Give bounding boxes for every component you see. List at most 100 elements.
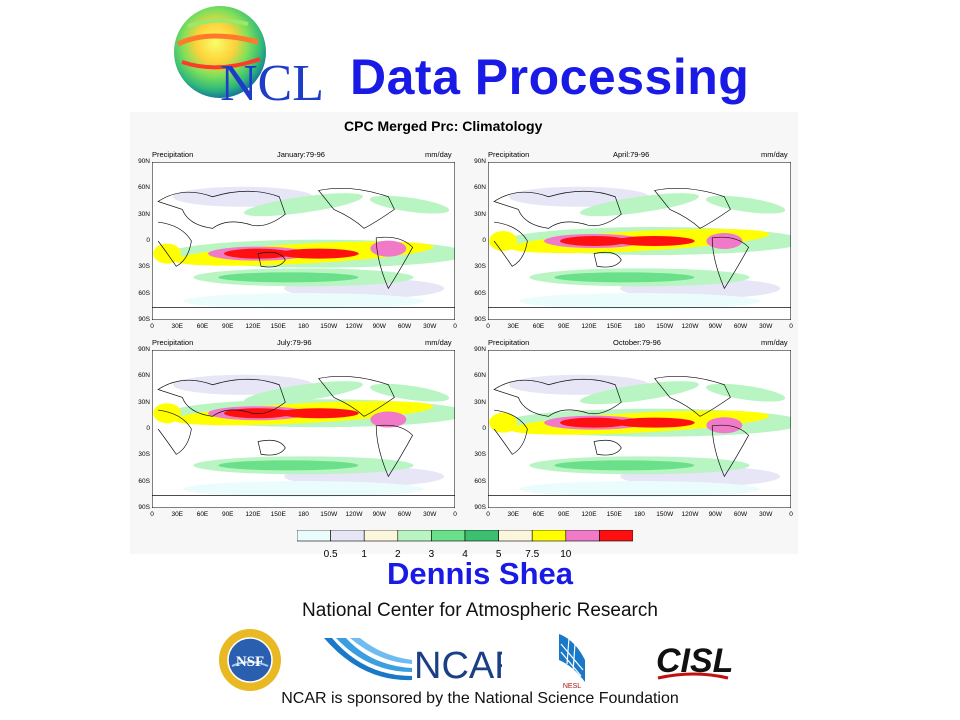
lon-tick-label: 30E — [507, 511, 520, 518]
lon-tick-label: 150E — [270, 511, 286, 518]
lat-tick-label: 90S — [474, 504, 486, 511]
colorbar-label: 2 — [395, 549, 401, 560]
lat-tick-label: 60S — [474, 289, 486, 297]
lat-tick-label: 60N — [138, 372, 150, 380]
lat-tick-label: 90S — [138, 504, 150, 511]
panel-period-label: October:79-96 — [613, 338, 661, 347]
lat-tick-label: 30S — [138, 263, 150, 271]
lat-tick-label: 90N — [474, 158, 486, 165]
lat-tick-label: 30S — [474, 451, 486, 459]
lon-tick-label: 60W — [733, 323, 748, 330]
lon-tick-label: 60W — [397, 511, 412, 518]
lon-tick-label: 120E — [581, 323, 597, 330]
lat-tick-label: 90S — [138, 316, 150, 323]
lon-tick-label: 30E — [171, 323, 184, 330]
colorbar-label: 1 — [361, 549, 367, 560]
lon-tick-label: 60E — [532, 511, 545, 518]
lat-tick-label: 90S — [474, 316, 486, 323]
lat-tick-label: 0 — [482, 237, 486, 244]
lon-tick-label: 90W — [708, 511, 722, 518]
affiliation: National Center for Atmospheric Research — [302, 600, 658, 621]
lon-tick-label: 90E — [221, 511, 234, 518]
colorbar-label: 5 — [495, 549, 502, 560]
lat-tick-label: 30S — [138, 451, 150, 459]
colorbar-swatch — [498, 529, 533, 542]
lon-tick-label: 90W — [372, 323, 386, 330]
lon-tick-label: 60W — [397, 323, 412, 330]
lon-tick-label: 30W — [423, 323, 437, 330]
lon-tick-label: 30W — [759, 323, 773, 330]
lat-tick-label: 0 — [482, 425, 486, 432]
lon-tick-label: 60E — [196, 511, 209, 518]
nesl-logo: NESL — [559, 634, 585, 690]
panel-variable-label: Precipitation — [488, 150, 530, 159]
colorbar-swatch — [397, 529, 432, 542]
colorbar: 0.5 1 2 3 4 5 7.5 10 — [296, 529, 634, 561]
lon-tick-label: 60W — [733, 511, 748, 518]
svg-text:NSF: NSF — [236, 654, 264, 670]
map-panel: Precipitation July:79-96 mm/day 90N 60N 30N 0 3… — [130, 334, 466, 522]
lon-tick-label: 90W — [708, 323, 722, 330]
lon-tick-label: 120E — [581, 511, 597, 518]
cisl-logo: CISL — [656, 642, 732, 680]
lon-tick-label: 0 — [453, 511, 457, 518]
colorbar-label: 10 — [560, 549, 572, 560]
panel-period-label: April:79-96 — [613, 150, 650, 159]
panel-units-label: mm/day — [761, 338, 788, 347]
lon-tick-label: 90W — [372, 511, 386, 518]
lat-tick-label: 60N — [138, 184, 150, 192]
lat-tick-label: 30N — [474, 210, 486, 218]
colorbar-swatch — [431, 529, 466, 542]
lat-tick-label: 90N — [138, 346, 150, 353]
lon-tick-label: 30E — [171, 511, 184, 518]
ncl-logo-text: NCL — [220, 55, 324, 108]
lon-tick-label: 90E — [557, 323, 570, 330]
colorbar-swatch — [363, 529, 399, 542]
colorbar-swatch — [464, 529, 499, 542]
lon-tick-label: 60E — [532, 323, 545, 330]
panel-units-label: mm/day — [425, 338, 452, 347]
precip-map — [488, 162, 791, 320]
lon-tick-label: 90E — [221, 323, 234, 330]
lon-tick-label: 90E — [557, 511, 570, 518]
lat-tick-label: 30N — [138, 210, 150, 218]
sponsor-note: NCAR is sponsored by the National Scienc… — [281, 690, 679, 707]
lon-tick-label: 150W — [320, 323, 338, 330]
colorbar-swatch — [330, 529, 365, 542]
lon-tick-label: 30W — [423, 511, 437, 518]
globe-icon — [174, 6, 266, 98]
panel-period-label: January:79-96 — [277, 150, 325, 159]
lon-tick-label: 180 — [298, 511, 309, 518]
lon-tick-label: 180 — [634, 323, 645, 330]
colorbar-swatches — [296, 529, 634, 542]
panel-variable-label: Precipitation — [152, 150, 194, 159]
lat-tick-label: 90N — [474, 346, 486, 353]
lat-tick-label: 30N — [474, 398, 486, 406]
precip-map — [152, 162, 455, 320]
lon-tick-label: 150E — [270, 323, 286, 330]
lon-tick-label: 150W — [320, 511, 338, 518]
lat-tick-label: 0 — [146, 237, 150, 244]
colorbar-swatch — [296, 529, 331, 542]
nsf-logo: NSF — [219, 629, 281, 691]
panel-variable-label: Precipitation — [152, 338, 194, 347]
lon-tick-label: 60E — [196, 323, 209, 330]
panel-period-label: July:79-96 — [277, 338, 312, 347]
precip-map — [152, 350, 455, 508]
colorbar-swatch — [531, 529, 567, 542]
lat-tick-label: 30N — [138, 398, 150, 406]
lat-tick-label: 30S — [474, 263, 486, 271]
lat-tick-label: 60S — [474, 477, 486, 485]
author-name: Dennis Shea — [386, 556, 574, 591]
lon-tick-label: 150W — [656, 511, 674, 518]
lon-tick-label: 150E — [606, 511, 622, 518]
lon-tick-label: 150E — [606, 323, 622, 330]
ncar-logo: NCAR — [324, 638, 502, 684]
lon-tick-label: 180 — [298, 323, 309, 330]
lon-tick-label: 150W — [656, 323, 674, 330]
lon-tick-label: 0 — [453, 323, 457, 330]
colorbar-swatch — [599, 529, 634, 542]
lon-tick-label: 120E — [245, 323, 261, 330]
lon-tick-label: 120W — [345, 511, 363, 518]
lat-tick-label: 60N — [474, 372, 486, 380]
